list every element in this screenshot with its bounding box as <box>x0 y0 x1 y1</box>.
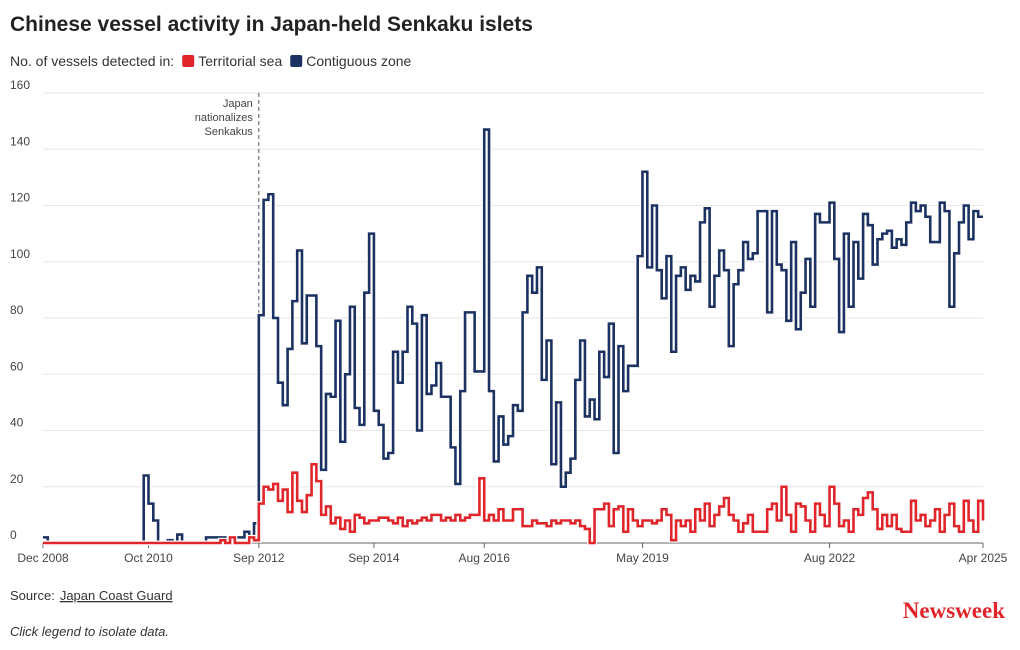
y-tick-label: 40 <box>10 416 24 430</box>
legend-swatch[interactable] <box>290 55 303 67</box>
annotation-text: Japan <box>223 98 253 110</box>
y-tick-label: 20 <box>10 472 24 486</box>
source-link[interactable]: Japan Coast Guard <box>60 588 173 603</box>
legend: Territorial sea Contiguous zone <box>182 53 412 69</box>
annotation-text: nationalizes <box>195 112 254 124</box>
x-tick-label: Sep 2012 <box>233 551 285 565</box>
series-halo <box>43 461 986 546</box>
x-tick-label: Apr 2025 <box>959 551 1008 565</box>
chart-title: Chinese vessel activity in Japan-held Se… <box>10 13 533 36</box>
y-tick-label: 120 <box>10 191 30 205</box>
legend-item[interactable]: Contiguous zone <box>290 53 412 69</box>
series-line <box>43 462 985 545</box>
x-tick-label: Aug 2016 <box>459 551 511 565</box>
legend-item[interactable]: Territorial sea <box>182 53 282 69</box>
x-tick-label: Aug 2022 <box>804 551 856 565</box>
source-label: Source: <box>10 588 55 603</box>
x-tick-label: May 2019 <box>616 551 669 565</box>
annotation-text: Senkakus <box>205 126 254 138</box>
chart-subtitle: No. of vessels detected in: <box>10 53 174 69</box>
x-tick-label: Sep 2014 <box>348 551 400 565</box>
series-line <box>43 128 983 545</box>
footnote: Click legend to isolate data. <box>10 624 169 639</box>
y-tick-label: 140 <box>10 134 30 148</box>
y-tick-label: 0 <box>10 528 17 542</box>
legend-swatch[interactable] <box>182 55 195 67</box>
series-halo <box>43 127 983 546</box>
legend-label[interactable]: Contiguous zone <box>306 53 411 69</box>
y-tick-label: 160 <box>10 78 30 92</box>
logo: Newsweek <box>903 598 1005 623</box>
plot-area: 0 20 40 60 80 100 120 140 160 Dec 2008 Oct 2010 Sep… <box>10 78 1008 565</box>
y-tick-label: 60 <box>10 359 24 373</box>
legend-label[interactable]: Territorial sea <box>198 53 282 69</box>
x-tick-label: Oct 2010 <box>124 551 173 565</box>
y-tick-label: 100 <box>10 247 30 261</box>
y-tick-label: 80 <box>10 303 24 317</box>
x-tick-label: Dec 2008 <box>17 551 69 565</box>
